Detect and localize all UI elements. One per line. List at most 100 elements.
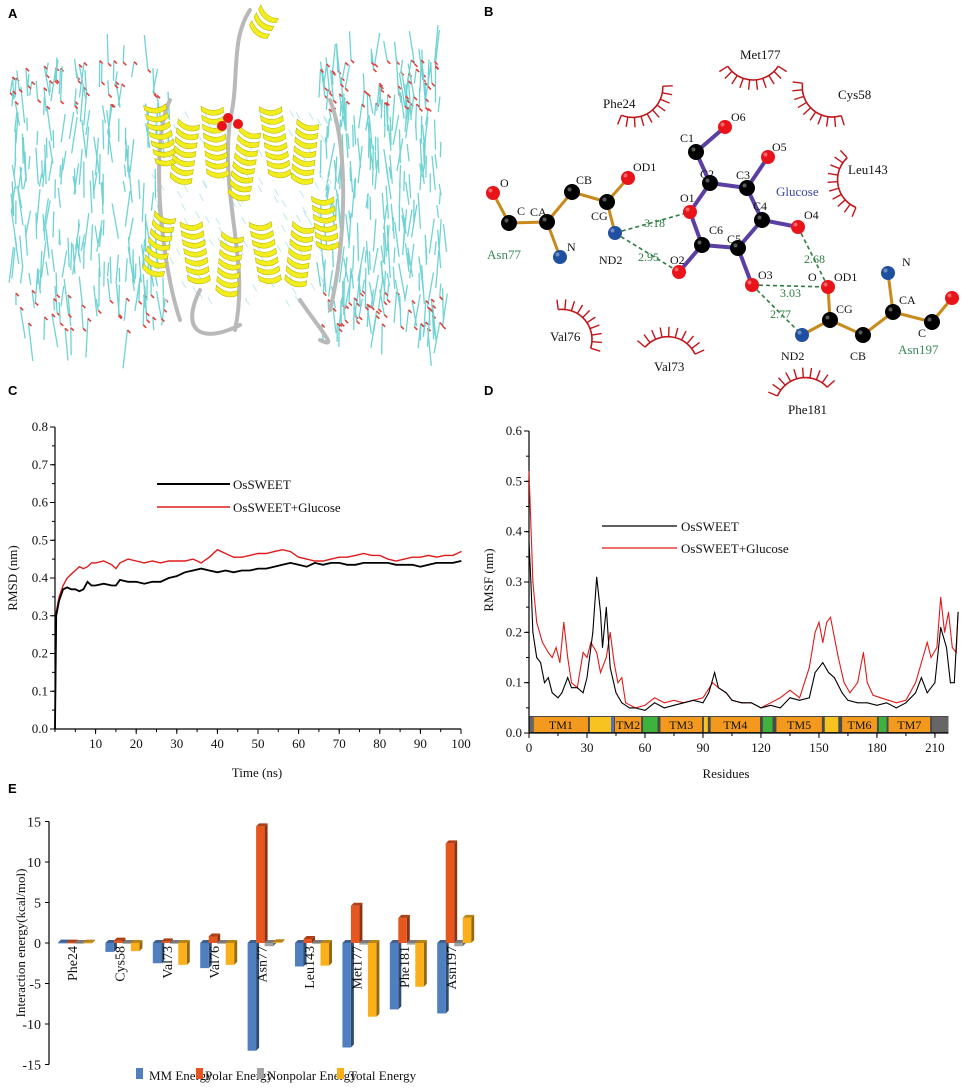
oxygen-atom xyxy=(745,278,759,292)
hbond-distance: 2.68 xyxy=(804,252,825,266)
data-point xyxy=(843,682,845,684)
water-stick xyxy=(320,135,326,143)
data-point xyxy=(551,692,553,694)
data-point xyxy=(808,697,810,699)
data-point xyxy=(66,577,68,579)
lipid-stick xyxy=(117,284,121,316)
atom-highlight xyxy=(883,268,888,273)
atom-highlight xyxy=(947,293,952,298)
atom-highlight xyxy=(542,217,547,222)
data-point xyxy=(82,588,85,590)
water-stick xyxy=(252,284,258,292)
data-point xyxy=(532,581,534,583)
lipid-headgroup xyxy=(375,315,380,320)
data-point xyxy=(249,569,251,572)
data-point xyxy=(86,566,89,568)
lipid-headgroup xyxy=(118,314,123,319)
data-point xyxy=(600,672,602,674)
carbon-atom xyxy=(702,175,718,191)
legend-label: MM Energy xyxy=(149,1068,213,1083)
water-stick xyxy=(208,238,214,247)
data-point xyxy=(915,682,917,684)
lipid-stick xyxy=(406,143,410,162)
bar-top xyxy=(415,940,427,943)
lipid-stick xyxy=(31,290,36,309)
lipid-stick xyxy=(143,34,149,70)
arc-spoke xyxy=(747,79,751,90)
water-stick xyxy=(288,129,293,137)
carbon-atom xyxy=(885,304,901,320)
lipid-stick xyxy=(11,181,15,216)
lipid-stick xyxy=(324,137,328,159)
lipid-stick xyxy=(356,222,360,261)
arc-spoke xyxy=(833,116,837,127)
helix-turn xyxy=(291,163,315,176)
helix-turn xyxy=(313,222,338,233)
water-stick xyxy=(154,197,160,205)
lipid-headgroup xyxy=(326,63,331,68)
legend-label: Polar Energy xyxy=(205,1068,273,1083)
lipid-headgroup xyxy=(31,81,36,86)
bar-side xyxy=(256,940,260,1051)
lipid-stick xyxy=(392,114,400,145)
lipid-stick xyxy=(89,180,93,214)
water-stick xyxy=(310,282,316,291)
topology-segment xyxy=(643,717,658,732)
lipid-stick xyxy=(406,209,413,237)
arc-spoke xyxy=(686,335,694,345)
data-point xyxy=(789,689,791,691)
carbon-atom xyxy=(564,184,580,200)
lipid-headgroup xyxy=(353,297,358,302)
lipid-stick xyxy=(368,142,374,171)
x-tick-label: 120 xyxy=(751,740,771,755)
alpha-helix xyxy=(258,106,292,179)
atom-label: OD1 xyxy=(633,160,656,174)
y-axis-label: Interaction energy(kcal/mol) xyxy=(13,869,28,1018)
lipid-stick xyxy=(9,79,14,94)
lipid-stick xyxy=(75,69,79,81)
bar-top xyxy=(178,940,190,943)
atom-label: O xyxy=(808,270,817,284)
data-point xyxy=(940,626,942,628)
lipid-stick xyxy=(401,215,406,231)
data-point xyxy=(322,560,324,562)
bar-nonpolar-energy xyxy=(75,943,84,944)
lipid-headgroup xyxy=(108,93,113,99)
arc-spoke xyxy=(637,340,646,348)
water-stick xyxy=(192,286,198,295)
lipid-stick xyxy=(398,72,406,107)
atom-highlight xyxy=(705,178,710,183)
data-point xyxy=(862,652,864,654)
arc xyxy=(801,83,842,118)
lipid-headgroup xyxy=(43,316,49,321)
panel-label-c: C xyxy=(8,383,18,398)
lipid-stick xyxy=(60,157,64,185)
bar-mm-energy xyxy=(437,943,446,1014)
bar-polar-energy xyxy=(256,826,265,943)
data-point xyxy=(888,699,890,701)
lipid-stick xyxy=(127,217,134,243)
bar-group-asn77: Asn77 xyxy=(247,823,285,1051)
water-stick xyxy=(301,206,307,214)
lipid-stick xyxy=(368,115,373,149)
lipid-stick xyxy=(81,119,87,157)
lipid-stick xyxy=(96,220,103,252)
data-point xyxy=(427,564,430,566)
carbon-atom xyxy=(822,312,838,328)
data-point xyxy=(634,707,636,709)
lipid-stick xyxy=(403,170,406,192)
helix-turn xyxy=(285,265,309,279)
y-tick-label: 0.2 xyxy=(506,624,522,639)
lipid-headgroup xyxy=(425,321,430,326)
helix-turn xyxy=(286,256,310,270)
data-point xyxy=(265,552,267,555)
lipid-headgroup xyxy=(405,95,410,100)
legend-label: Total Energy xyxy=(349,1068,417,1083)
water-stick xyxy=(314,182,320,190)
y-tick-label: 0.0 xyxy=(32,721,48,736)
atom-highlight xyxy=(720,122,725,127)
y-tick-label: 0.2 xyxy=(32,646,48,661)
bar-side xyxy=(350,940,354,1048)
hydrophobic-contact-arc xyxy=(556,299,602,352)
lipid-stick xyxy=(371,52,375,70)
